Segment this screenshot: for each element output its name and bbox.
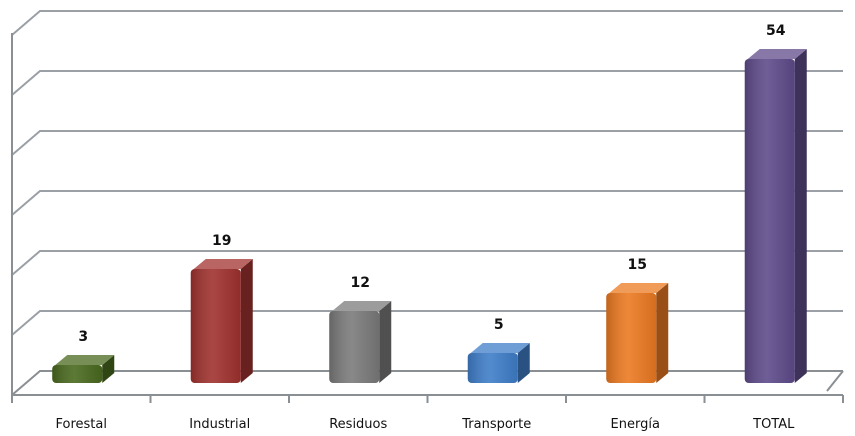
category-label: Residuos — [329, 417, 387, 432]
gridline — [11, 130, 843, 156]
axes — [11, 33, 844, 403]
bar-side — [240, 259, 253, 383]
data-label: 3 — [78, 329, 88, 345]
category-label: Energía — [611, 417, 660, 432]
bar-top — [609, 283, 669, 293]
bar-side — [656, 283, 669, 383]
floor-back-line — [11, 370, 843, 396]
bar-top — [470, 343, 530, 353]
bars — [52, 49, 807, 383]
category-label: Transporte — [461, 417, 531, 432]
bar-top — [55, 355, 115, 365]
bar-transporte — [467, 343, 530, 383]
bar-forestal — [52, 355, 115, 383]
data-label: 15 — [628, 257, 647, 273]
bar-side — [794, 49, 807, 383]
category-label: Industrial — [189, 417, 250, 432]
data-labels: 3 19 12 5 15 54 — [78, 23, 785, 345]
bar-total — [744, 49, 807, 383]
bar-side — [517, 343, 530, 383]
category-label: Forestal — [56, 417, 107, 432]
gridline — [11, 190, 843, 216]
bar-energía — [606, 283, 669, 383]
bar-top — [332, 301, 392, 311]
bar-residuos — [329, 301, 392, 383]
data-label: 54 — [766, 23, 786, 39]
bar-side — [102, 355, 115, 383]
bar-top — [193, 259, 253, 269]
gridline — [11, 10, 843, 36]
bar-industrial — [190, 259, 253, 383]
category-labels: Forestal Industrial Residuos Transporte Ener… — [56, 417, 796, 432]
gridline — [11, 70, 843, 96]
gridlines — [11, 10, 843, 396]
floor-right-edge — [826, 370, 844, 392]
bar-top — [747, 49, 807, 59]
gridline — [11, 250, 843, 276]
bar-side — [379, 301, 392, 383]
data-label: 12 — [351, 275, 370, 291]
category-label: TOTAL — [752, 417, 795, 432]
gridline — [11, 310, 843, 336]
data-label: 5 — [494, 317, 504, 333]
data-label: 19 — [212, 233, 231, 249]
